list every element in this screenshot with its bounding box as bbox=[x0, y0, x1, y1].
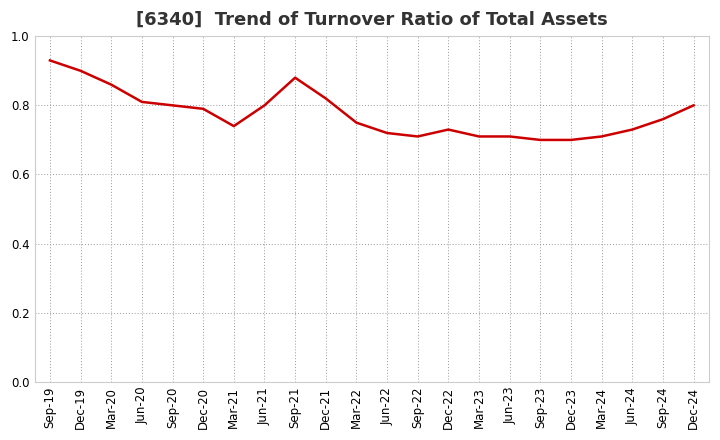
Title: [6340]  Trend of Turnover Ratio of Total Assets: [6340] Trend of Turnover Ratio of Total … bbox=[136, 11, 608, 29]
